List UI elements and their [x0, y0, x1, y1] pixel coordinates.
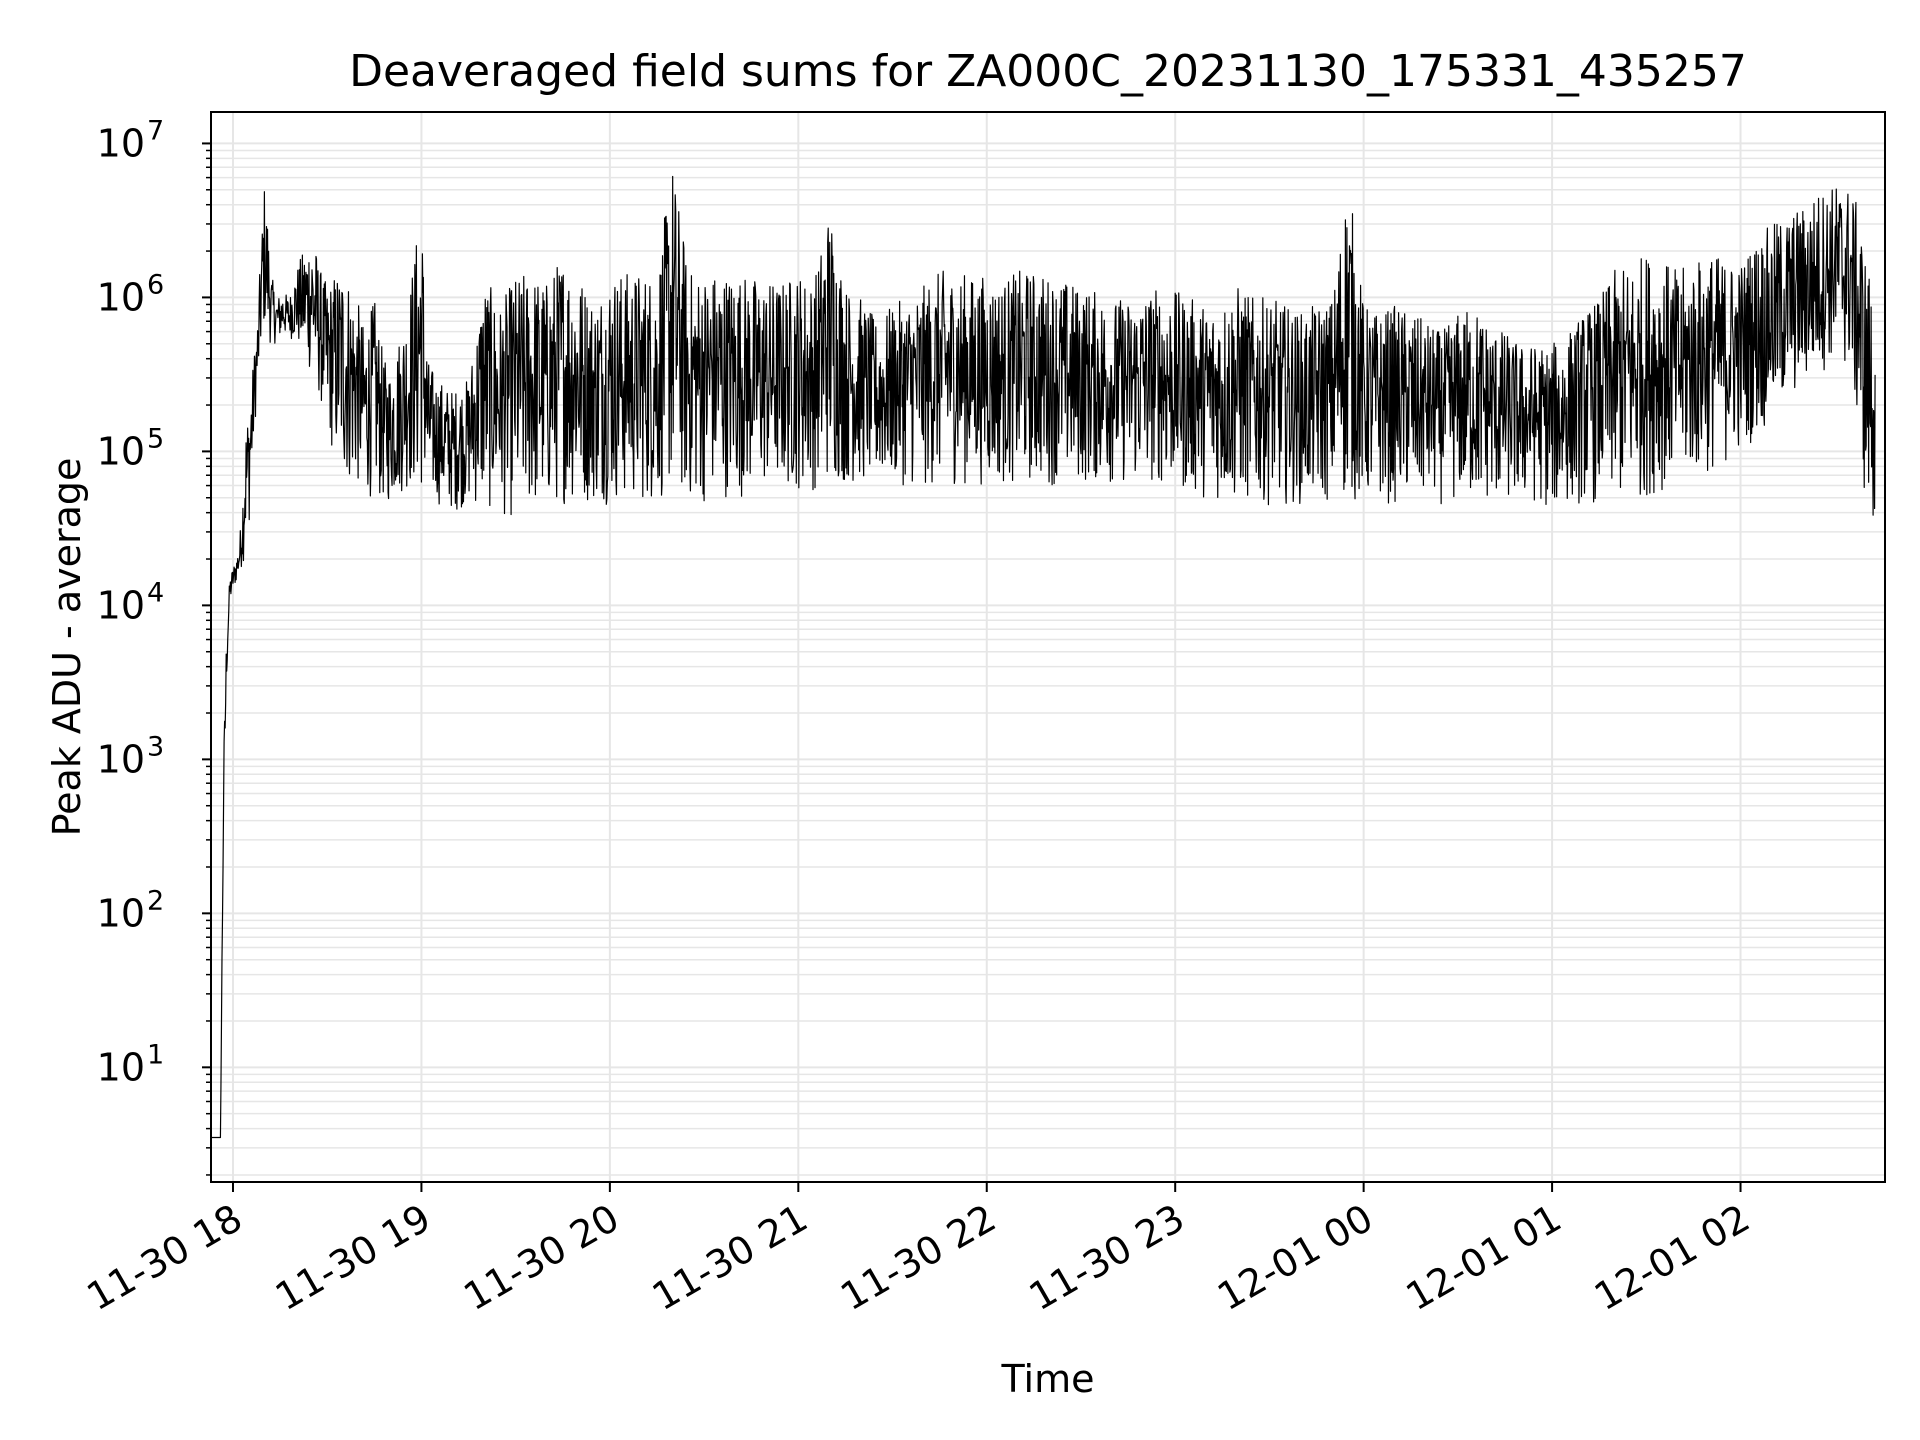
- y-axis-label: Peak ADU - average: [45, 458, 89, 837]
- y-tick-exponent: 2: [147, 885, 164, 916]
- x-axis-label: Time: [1001, 1357, 1095, 1401]
- y-tick-exponent: 7: [147, 115, 164, 146]
- y-tick-exponent: 3: [147, 731, 164, 762]
- series-trace: [210, 175, 1876, 1139]
- grid-lines: [211, 112, 1885, 1182]
- y-tick-label: 10: [97, 429, 145, 473]
- y-tick-label: 10: [97, 737, 145, 781]
- series-line: [210, 175, 1876, 1139]
- y-tick-exponent: 1: [147, 1039, 164, 1070]
- y-tick-label: 10: [97, 121, 145, 165]
- y-tick-exponent: 6: [147, 269, 164, 300]
- plot-frame: [210, 111, 1886, 1183]
- y-tick-label: 10: [97, 891, 145, 935]
- y-tick-label: 10: [97, 275, 145, 319]
- y-tick-exponent: 5: [147, 423, 164, 454]
- y-tick-label: 10: [97, 1045, 145, 1089]
- y-tick-exponent: 4: [147, 577, 164, 608]
- chart-title: Deaveraged field sums for ZA000C_2023113…: [349, 46, 1747, 97]
- y-tick-label: 10: [97, 583, 145, 627]
